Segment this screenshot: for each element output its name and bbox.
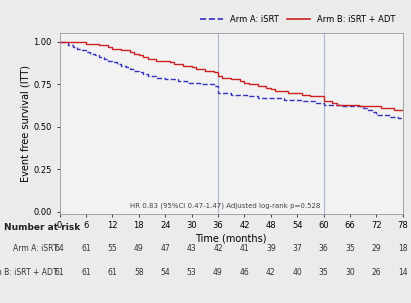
- Arm B: iSRT + ADT: (21, 0.9): iSRT + ADT: (21, 0.9): [150, 57, 155, 61]
- Arm B: iSRT + ADT: (57, 0.68): iSRT + ADT: (57, 0.68): [308, 95, 313, 98]
- Arm A: iSRT: (32, 0.75): iSRT: (32, 0.75): [198, 82, 203, 86]
- Text: 26: 26: [372, 268, 381, 277]
- Arm A: iSRT: (45, 0.67): iSRT: (45, 0.67): [255, 96, 260, 100]
- Text: 29: 29: [372, 244, 381, 253]
- Text: 14: 14: [398, 268, 408, 277]
- Text: 41: 41: [240, 244, 249, 253]
- Text: 46: 46: [240, 268, 249, 277]
- Arm A: iSRT: (19, 0.81): iSRT: (19, 0.81): [141, 72, 145, 76]
- Text: 40: 40: [292, 268, 302, 277]
- Y-axis label: Event free survival (ITT): Event free survival (ITT): [21, 65, 31, 182]
- Text: 64: 64: [55, 244, 65, 253]
- Arm A: iSRT: (57, 0.65): iSRT: (57, 0.65): [308, 100, 313, 103]
- Text: 61: 61: [108, 268, 117, 277]
- Text: 42: 42: [213, 244, 223, 253]
- Arm B: iSRT + ADT: (19, 0.91): iSRT + ADT: (19, 0.91): [141, 55, 145, 59]
- Line: Arm A: iSRT: Arm A: iSRT: [60, 42, 403, 118]
- Arm B: iSRT + ADT: (0, 1): iSRT + ADT: (0, 1): [57, 40, 62, 44]
- Text: 47: 47: [160, 244, 170, 253]
- Arm B: iSRT + ADT: (78, 0.6): iSRT + ADT: (78, 0.6): [400, 108, 405, 112]
- Text: 53: 53: [187, 268, 196, 277]
- Text: 43: 43: [187, 244, 196, 253]
- Text: 35: 35: [345, 244, 355, 253]
- Arm B: iSRT + ADT: (32, 0.84): iSRT + ADT: (32, 0.84): [198, 67, 203, 71]
- Text: 61: 61: [81, 268, 91, 277]
- Text: 35: 35: [319, 268, 328, 277]
- Text: 55: 55: [108, 244, 117, 253]
- Arm A: iSRT: (78, 0.55): iSRT: (78, 0.55): [400, 117, 405, 120]
- Text: 54: 54: [160, 268, 170, 277]
- Text: Arm A: iSRT: Arm A: iSRT: [13, 244, 58, 253]
- Text: Number at risk: Number at risk: [4, 223, 81, 232]
- Text: 18: 18: [398, 244, 408, 253]
- Arm A: iSRT: (0, 1): iSRT: (0, 1): [57, 40, 62, 44]
- Text: 30: 30: [345, 268, 355, 277]
- Arm B: iSRT + ADT: (45, 0.74): iSRT + ADT: (45, 0.74): [255, 84, 260, 88]
- Text: 36: 36: [319, 244, 328, 253]
- Legend: Arm A: iSRT, Arm B: iSRT + ADT: Arm A: iSRT, Arm B: iSRT + ADT: [196, 12, 399, 27]
- Arm A: iSRT: (21, 0.8): iSRT: (21, 0.8): [150, 74, 155, 78]
- Arm B: iSRT + ADT: (76, 0.6): iSRT + ADT: (76, 0.6): [392, 108, 397, 112]
- Text: Arm B: iSRT + ADT: Arm B: iSRT + ADT: [0, 268, 58, 277]
- Text: 37: 37: [292, 244, 302, 253]
- Text: 49: 49: [213, 268, 223, 277]
- Arm B: iSRT + ADT: (31, 0.84): iSRT + ADT: (31, 0.84): [194, 67, 199, 71]
- Text: 39: 39: [266, 244, 276, 253]
- Arm A: iSRT: (77, 0.55): iSRT: (77, 0.55): [396, 117, 401, 120]
- Text: 61: 61: [55, 268, 65, 277]
- Arm A: iSRT: (31, 0.76): iSRT: (31, 0.76): [194, 81, 199, 85]
- Line: Arm B: iSRT + ADT: Arm B: iSRT + ADT: [60, 42, 403, 110]
- Text: 61: 61: [81, 244, 91, 253]
- Text: 42: 42: [266, 268, 276, 277]
- X-axis label: Time (months): Time (months): [196, 233, 267, 243]
- Text: 58: 58: [134, 268, 143, 277]
- Text: HR 0.83 (95%CI 0.47-1.47) Adjusted log-rank p=0.528: HR 0.83 (95%CI 0.47-1.47) Adjusted log-r…: [130, 202, 320, 208]
- Text: 49: 49: [134, 244, 144, 253]
